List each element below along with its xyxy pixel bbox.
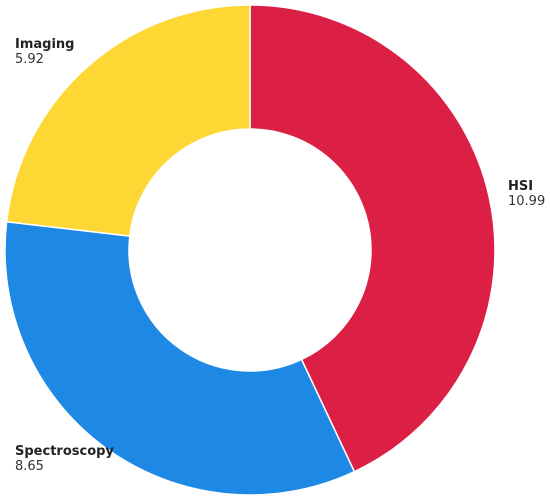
donut-slice [4, 220, 356, 496]
slice-value: 8.65 [15, 459, 44, 474]
slice-value: 5.92 [15, 52, 44, 67]
donut-slice [5, 4, 251, 237]
donut-slice [249, 4, 496, 473]
slice-label: HSI [508, 179, 533, 194]
slice-value: 10.99 [508, 194, 545, 209]
slice-label: Imaging [15, 37, 74, 52]
slice-label: Spectroscopy [15, 444, 114, 459]
